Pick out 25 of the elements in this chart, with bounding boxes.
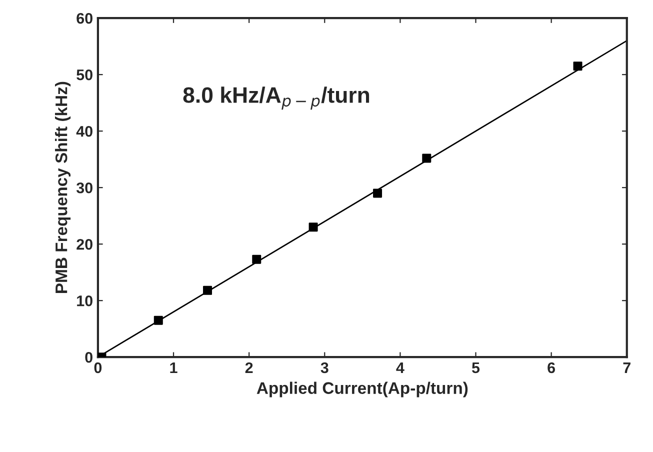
point: [308, 222, 318, 232]
x-tick-label: 5: [472, 362, 480, 374]
point: [373, 188, 382, 198]
point: [252, 254, 262, 264]
x-tick-label: 0: [94, 362, 102, 374]
x-tick-label: 7: [623, 362, 630, 374]
y-tick-label: 10: [77, 295, 92, 306]
annotation: 8.0 kHz/A$_{p−p}$/turn: [183, 86, 370, 110]
point: [154, 316, 163, 325]
y-tick-label: 0: [85, 352, 92, 363]
y-tick-label: 50: [76, 69, 92, 80]
x-tick-label: 3: [320, 362, 328, 374]
point: [573, 62, 582, 71]
x-axis-title: Applied Current(Ap-p/turn): [256, 382, 468, 398]
point: [203, 286, 212, 295]
point: [422, 154, 432, 163]
y-tick-label: 20: [76, 238, 92, 250]
x-tick-label: 2: [245, 362, 253, 374]
x-tick-label: 4: [396, 362, 404, 374]
y-axis-title: PMB Frequency Shift (kHz): [55, 82, 71, 293]
x-tick-label: 6: [548, 362, 556, 374]
y-tick-label: 40: [76, 126, 92, 137]
y-tick-label: 60: [76, 12, 92, 24]
x-tick-label: 1: [170, 362, 178, 374]
y-tick-label: 30: [76, 182, 92, 194]
